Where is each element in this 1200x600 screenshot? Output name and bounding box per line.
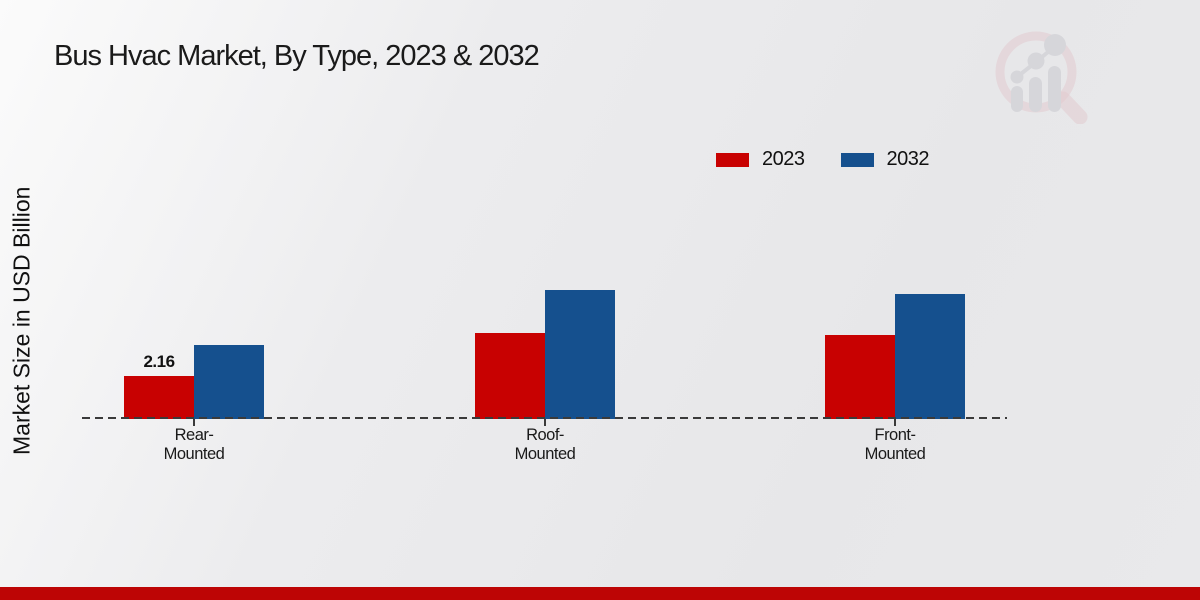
legend-item-2023: 2023 [716, 148, 805, 171]
market-research-future-logo-watermark [995, 31, 1088, 124]
logo-bar-medium-icon [1029, 77, 1042, 112]
x-tick-label-rear-mounted: Rear- Mounted [163, 426, 225, 464]
legend-label-2023: 2023 [762, 148, 805, 170]
logo-dot-large-icon [1044, 34, 1066, 56]
legend-swatch-2032 [840, 152, 874, 167]
x-axis-baseline [82, 417, 1007, 419]
x-tick-rear-mounted [193, 419, 195, 426]
x-tick-roof-mounted [544, 419, 546, 426]
legend-swatch-2023 [716, 152, 749, 167]
bar-2032-rear-mounted [194, 345, 264, 419]
logo-bar-tall-icon [1048, 66, 1061, 112]
logo-bar-small-icon [1011, 86, 1023, 112]
bar-2023-rear-mounted [124, 376, 194, 419]
legend: 2023 2032 [716, 148, 929, 171]
chart-title: Bus Hvac Market, By Type, 2023 & 2032 [54, 40, 540, 72]
legend-label-2032: 2032 [886, 148, 930, 170]
y-axis-label: Market Size in USD Billion [8, 186, 35, 456]
bar-2023-roof-mounted [475, 333, 545, 419]
x-tick-label-roof-mounted: Roof- Mounted [514, 426, 576, 464]
logo-dot-small-icon [1010, 70, 1024, 84]
bar-value-label-2023-rear-mounted: 2.16 [143, 352, 175, 371]
x-tick-label-front-mounted: Front- Mounted [864, 426, 926, 464]
bar-2023-front-mounted [825, 335, 895, 419]
magnifier-handle-icon [1055, 91, 1088, 124]
logo-dot-medium-icon [1027, 52, 1045, 70]
x-tick-front-mounted [894, 419, 896, 426]
legend-item-2032: 2032 [840, 148, 930, 171]
footer-accent-bar [0, 587, 1200, 600]
bar-2032-front-mounted [895, 294, 965, 419]
plot-area: 2.16 Rear- Mounted Roof- Mounted Front- Mou… [82, 250, 1007, 463]
bar-2032-roof-mounted [545, 290, 615, 419]
